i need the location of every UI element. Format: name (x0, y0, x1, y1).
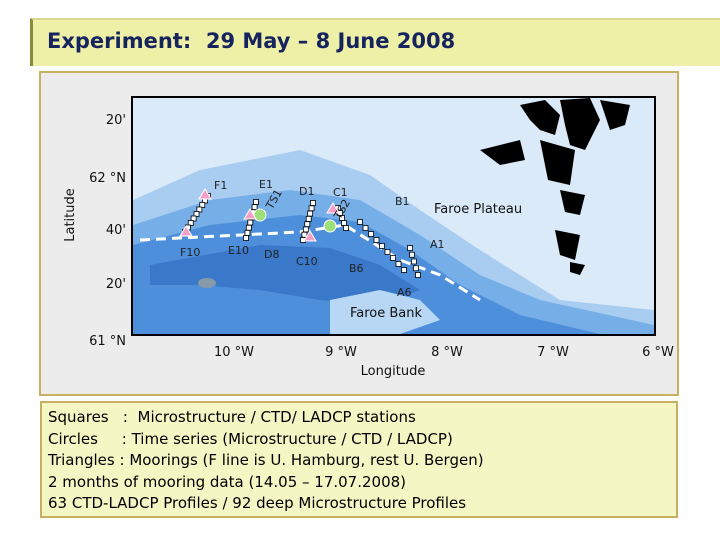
station-square (395, 261, 402, 267)
y-tick-label: 62 °N (89, 171, 126, 186)
station-square (247, 219, 254, 226)
mooring-triangle (303, 230, 317, 242)
y-tick-label: 20' (106, 113, 126, 128)
station-label: A6 (397, 286, 412, 299)
station-square (302, 226, 309, 233)
island (560, 190, 585, 215)
faroe-bank (330, 290, 440, 334)
station-square (401, 267, 407, 273)
x-axis-label: Longitude (361, 364, 426, 379)
x-tick-label: 6 °W (642, 345, 674, 360)
station-label: D1 (299, 185, 314, 198)
mooring-triangle (243, 208, 257, 220)
moorings (179, 188, 340, 242)
y-tick-label: 20' (106, 277, 126, 292)
x-tick-label: 7 °W (537, 345, 569, 360)
island (540, 140, 575, 185)
faroe-islands (480, 98, 630, 275)
station-label: F10 (180, 246, 200, 259)
y-tick-label: 61 °N (89, 334, 126, 349)
station-label: A1 (430, 238, 445, 251)
station-square (253, 199, 259, 205)
note-line: Circles : Time series (Microstructure / … (48, 429, 453, 448)
note-line: 2 months of mooring data (14.05 – 17.07.… (48, 472, 407, 491)
island (600, 100, 630, 130)
bathymetry (133, 150, 654, 334)
station-square (308, 205, 315, 212)
station-square (407, 245, 413, 251)
station-square (413, 265, 419, 272)
place-label: Faroe Bank (350, 306, 423, 321)
station-square (384, 249, 391, 255)
island (570, 262, 585, 275)
x-tick-label: 10 °W (214, 345, 254, 360)
station-square (409, 251, 415, 258)
slide-title: Experiment: 29 May – 8 June 2008 (47, 29, 456, 53)
station-label: C10 (296, 255, 318, 268)
section-line (139, 223, 481, 302)
island (520, 100, 560, 135)
place-label: Faroe Plateau (434, 202, 522, 217)
note-line: Squares : Microstructure / CTD/ LADCP st… (48, 408, 416, 426)
station-square (415, 272, 421, 278)
note-line: Triangles : Moorings (F line is U. Hambu… (48, 451, 484, 469)
station-square (244, 229, 251, 236)
time-series-circle (323, 219, 337, 233)
station-label: B6 (349, 262, 364, 275)
station-square (243, 235, 249, 241)
y-axis-label: Latitude (63, 188, 78, 242)
title-bar: Experiment: 29 May – 8 June 2008 (30, 18, 720, 66)
station-square (310, 200, 316, 206)
mooring-triangle (326, 202, 340, 214)
stations (182, 193, 421, 278)
station-label: B1 (395, 195, 410, 208)
map: 20' 62 °N 40' 20' 61 °N 10 °W 9 °W 8 °W … (39, 71, 679, 396)
notes-box: Squares : Microstructure / CTD/ LADCP st… (40, 401, 678, 518)
station-square (368, 231, 374, 237)
station-square (357, 219, 363, 225)
note-line: 63 CTD-LADCP Profiles / 92 deep Microstr… (48, 494, 467, 512)
station-square (411, 258, 417, 265)
station-label: E10 (228, 244, 249, 257)
station-square (245, 224, 252, 231)
station-label: D8 (264, 248, 279, 261)
station-square (362, 225, 369, 231)
station-square (305, 215, 312, 222)
station-label: C1 (333, 186, 348, 199)
y-tick-label: 40' (106, 223, 126, 238)
deep-channel (150, 245, 420, 305)
station-label: F1 (214, 179, 227, 192)
seamount (198, 278, 216, 288)
station-square (379, 243, 385, 249)
station-square (373, 237, 380, 243)
station-square (343, 225, 349, 231)
x-tick-label: 9 °W (325, 345, 357, 360)
mooring-triangle (198, 188, 212, 200)
island (555, 230, 580, 260)
mooring-triangle (179, 225, 193, 237)
station-square (304, 221, 311, 228)
station-square (390, 255, 396, 261)
x-tick-label: 8 °W (431, 345, 463, 360)
station-square (307, 210, 314, 217)
station-label: E1 (259, 178, 273, 191)
island (560, 98, 600, 150)
island (480, 140, 525, 165)
station-square (251, 204, 258, 211)
